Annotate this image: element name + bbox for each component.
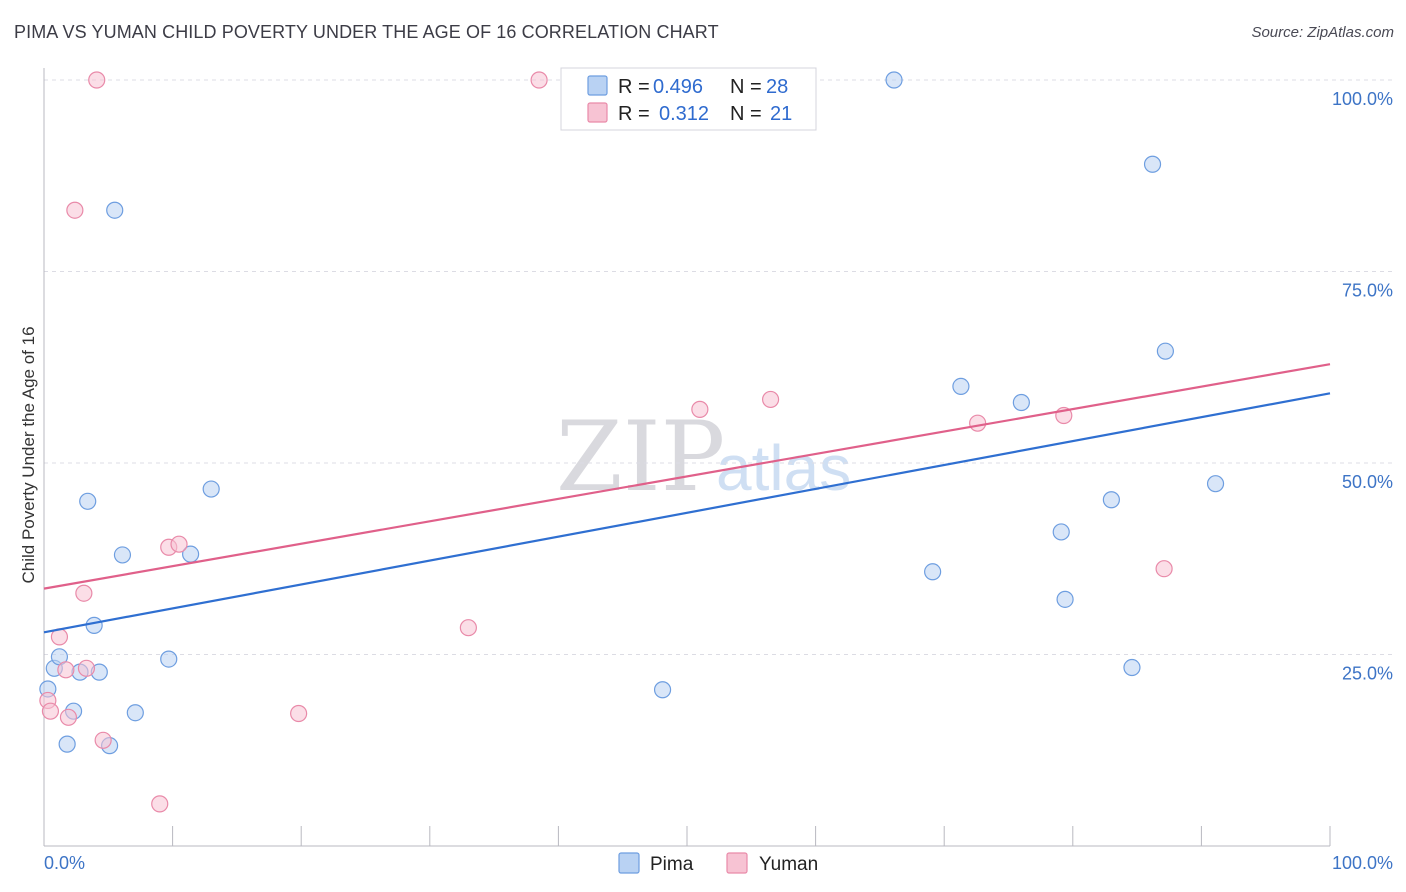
- legend: R = 0.496 N = 28 R = 0.312 N = 21: [560, 67, 817, 131]
- legend-r-label: R =: [618, 103, 650, 125]
- point-pima: [1156, 342, 1174, 360]
- legend-r-label: R =: [618, 76, 650, 98]
- legend-n-label: N =: [730, 76, 762, 98]
- points: [39, 71, 1225, 813]
- legend-swatch-pima: [587, 75, 608, 96]
- point-pima: [126, 704, 144, 722]
- bottom-legend-label-pima: Pima: [650, 854, 694, 875]
- point-pima: [85, 616, 103, 634]
- point-yuman: [151, 795, 169, 813]
- y-axis-title: Child Poverty Under the Age of 16: [19, 326, 38, 583]
- point-pima: [1143, 155, 1162, 173]
- point-pima: [653, 681, 672, 699]
- trend-line-yuman: [43, 363, 1331, 590]
- legend-n-value: 28: [766, 76, 788, 98]
- point-pima: [924, 563, 942, 581]
- point-pima: [79, 492, 97, 510]
- point-pima: [885, 71, 903, 89]
- y-tick-labels: 25.0% 50.0% 75.0% 100.0%: [1332, 89, 1393, 684]
- point-yuman: [969, 414, 987, 432]
- point-pima: [1012, 393, 1030, 412]
- point-yuman: [459, 619, 477, 637]
- point-yuman: [530, 71, 548, 89]
- point-pima: [1123, 658, 1141, 677]
- point-pima: [202, 480, 220, 498]
- legend-swatch-yuman: [587, 102, 608, 123]
- point-yuman: [41, 702, 60, 720]
- trend-lines: [43, 363, 1331, 634]
- legend-n-value: 21: [770, 103, 792, 125]
- point-pima: [1102, 491, 1120, 509]
- point-yuman: [691, 400, 709, 418]
- bottom-legend-swatch-pima: [618, 852, 640, 874]
- point-yuman: [77, 659, 96, 677]
- point-pima: [113, 546, 132, 564]
- point-pima: [1056, 590, 1074, 608]
- point-yuman: [94, 731, 112, 749]
- point-pima: [160, 650, 178, 668]
- bottom-legend: Pima Yuman: [618, 852, 818, 875]
- watermark: ZIP atlas: [556, 401, 851, 513]
- legend-row-pima: R = 0.496 N = 28: [587, 75, 788, 98]
- y-tick-label: 100.0%: [1332, 89, 1393, 109]
- point-pima: [106, 201, 124, 219]
- point-pima: [1052, 523, 1070, 541]
- point-pima: [58, 735, 76, 753]
- point-yuman: [59, 708, 78, 726]
- legend-r-value: 0.312: [659, 103, 709, 125]
- chart-title: PIMA VS YUMAN CHILD POVERTY UNDER THE AG…: [14, 22, 719, 42]
- point-pima: [1206, 475, 1225, 493]
- x-ticks: [172, 826, 1331, 846]
- x-tick-labels: 0.0% 100.0%: [44, 853, 1393, 873]
- grid: [44, 79, 1394, 655]
- bottom-legend-label-yuman: Yuman: [759, 854, 818, 875]
- x-tick-label: 0.0%: [44, 853, 85, 873]
- y-tick-label: 25.0%: [1342, 664, 1393, 684]
- bottom-legend-swatch-yuman: [726, 852, 748, 874]
- point-yuman: [1155, 560, 1173, 578]
- y-tick-label: 50.0%: [1342, 472, 1393, 492]
- point-pima: [952, 377, 970, 395]
- trend-line-pima: [43, 392, 1331, 634]
- source-credit: Source: ZipAtlas.com: [1251, 24, 1394, 41]
- point-yuman: [75, 584, 93, 602]
- point-yuman: [88, 71, 106, 89]
- point-yuman: [170, 535, 188, 553]
- legend-r-value: 0.496: [653, 76, 703, 98]
- legend-n-label: N =: [730, 103, 762, 125]
- point-yuman: [57, 661, 75, 679]
- legend-row-yuman: R = 0.312 N = 21: [587, 102, 792, 125]
- x-tick-label: 100.0%: [1332, 853, 1393, 873]
- point-yuman: [66, 201, 84, 219]
- y-tick-label: 75.0%: [1342, 281, 1393, 301]
- point-yuman: [290, 704, 308, 723]
- point-yuman: [761, 390, 780, 409]
